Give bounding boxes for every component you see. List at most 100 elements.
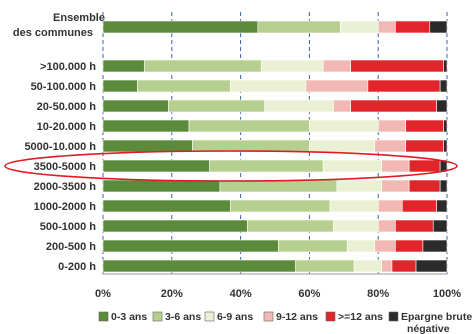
bar-segment — [260, 59, 324, 73]
x-tick-labels: 0% 20% 40% 60% 80% 100% — [95, 288, 461, 300]
bar-segment — [443, 139, 448, 153]
legend-swatch — [152, 311, 163, 322]
legend-swatch — [204, 311, 215, 322]
legend-swatch — [98, 311, 109, 322]
legend-label: Epargne brute négative — [401, 311, 472, 334]
bar-segment — [401, 199, 437, 213]
bar-segment — [353, 259, 382, 273]
bar-segment — [381, 159, 410, 173]
legend-swatch — [325, 311, 336, 322]
category-label-ensemble-line2: des communes — [13, 27, 93, 39]
bar-segment — [278, 239, 348, 253]
x-tick-label: 60% — [298, 288, 320, 300]
bar-segment — [391, 259, 417, 273]
bar-segment — [329, 199, 379, 213]
bar-segment — [340, 20, 379, 34]
bar-segment — [209, 159, 324, 173]
x-tick-label: 100% — [433, 288, 461, 300]
category-label: >100.000 h — [40, 61, 96, 73]
bar-segment — [405, 139, 444, 153]
bar-segment — [408, 159, 441, 173]
bar-segment — [229, 199, 331, 213]
bar-segment — [188, 119, 310, 133]
bar-segment — [102, 179, 221, 193]
bar-segment — [395, 219, 434, 233]
bar-segment — [102, 79, 138, 93]
bar-segment — [439, 79, 448, 93]
bar-segment — [102, 139, 193, 153]
category-label: 20-50.000 h — [37, 101, 97, 113]
bar-segment — [374, 239, 396, 253]
bar-segment — [219, 179, 338, 193]
bar-segment — [102, 99, 169, 113]
bar-segment — [102, 20, 259, 34]
category-label: 1000-2000 h — [34, 201, 97, 213]
bar-segment — [309, 119, 379, 133]
category-label-ensemble: Ensemble — [53, 12, 105, 24]
bar-segment — [436, 199, 448, 213]
bar-segment — [309, 139, 376, 153]
category-label: 3500-5000 h — [34, 161, 97, 173]
bar-segment — [436, 99, 448, 113]
highlight-ellipse — [4, 150, 458, 182]
bar-segment — [367, 79, 441, 93]
bar-segment — [346, 239, 376, 253]
legend-label: >=12 ans — [338, 311, 383, 323]
bar-segment — [102, 59, 145, 73]
bar-segment — [247, 219, 334, 233]
bar-segment — [377, 20, 396, 34]
bar-segment — [168, 99, 265, 113]
bar-segment — [443, 119, 448, 133]
category-labels: Ensemble des communes >100.000 h 50-100.000… — [13, 12, 105, 273]
bar-segment — [102, 119, 190, 133]
bar-segment — [350, 59, 444, 73]
bar-segment — [395, 20, 431, 34]
legend-label: 9-12 ans — [276, 311, 318, 323]
bar-segment — [333, 99, 351, 113]
bar-segment — [102, 259, 296, 273]
legend-label: 0-3 ans — [111, 311, 147, 323]
bar-segment — [443, 59, 448, 73]
bar-segment — [322, 159, 382, 173]
bar-segment — [295, 259, 355, 273]
bar-segment — [102, 199, 231, 213]
x-tick-label: 0% — [95, 288, 111, 300]
x-tick-label: 80% — [367, 288, 389, 300]
bar-segment — [143, 59, 262, 73]
x-tick-label: 40% — [230, 288, 252, 300]
bar-segment — [229, 79, 307, 93]
bar-segment — [102, 239, 279, 253]
bar-segment — [305, 79, 369, 93]
bar-segment — [381, 179, 410, 193]
bar-segment — [102, 219, 248, 233]
bar-segment — [192, 139, 310, 153]
legend-label: 3-6 ans — [165, 311, 201, 323]
bar-segment — [336, 179, 382, 193]
bar-segment — [395, 239, 424, 253]
bars — [102, 20, 448, 273]
bar-segment — [439, 179, 448, 193]
bar-segment — [264, 99, 334, 113]
bar-segment — [429, 20, 448, 34]
bar-segment — [102, 159, 210, 173]
bar-segment — [137, 79, 231, 93]
bar-segment — [377, 219, 396, 233]
bar-segment — [381, 259, 393, 273]
category-label: 200-500 h — [46, 241, 96, 253]
legend-swatch — [388, 311, 399, 322]
bar-segment — [432, 219, 448, 233]
bar-segment — [415, 259, 448, 273]
bar-segment — [257, 20, 341, 34]
legend: 0-3 ans 3-6 ans 6-9 ans 9-12 ans >=12 ans Epa… — [98, 311, 472, 334]
category-label: 10-20.000 h — [37, 121, 97, 133]
legend-swatch — [263, 311, 274, 322]
category-label: 500-1000 h — [40, 221, 97, 233]
bar-segment — [333, 219, 379, 233]
legend-label: 6-9 ans — [217, 311, 253, 323]
bar-segment — [422, 239, 448, 253]
bar-segment — [377, 119, 407, 133]
bar-segment — [322, 59, 351, 73]
category-label: 0-200 h — [58, 261, 96, 273]
category-label: 2000-3500 h — [34, 181, 97, 193]
x-tick-label: 20% — [161, 288, 183, 300]
